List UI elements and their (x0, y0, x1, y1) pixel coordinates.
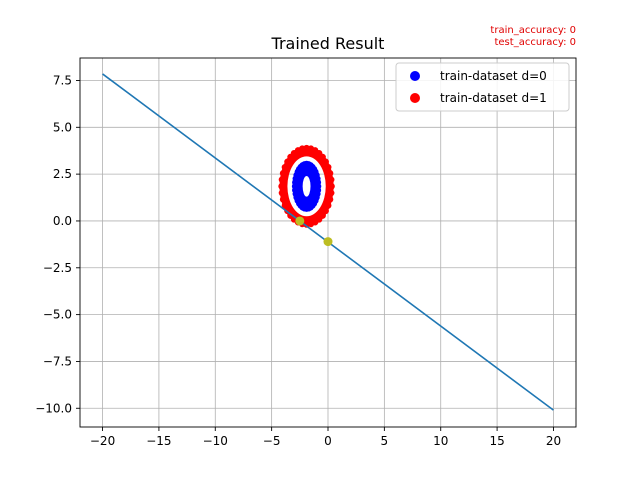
scatter-point-series-1-4 (322, 207, 329, 215)
scatter-point-series-1-2 (326, 196, 334, 203)
chart-title: Trained Result (271, 34, 385, 53)
plot-area (102, 73, 554, 411)
scatter-point-series-1-17 (278, 189, 286, 197)
scatter-point-series-1-22 (284, 158, 291, 165)
x-tick-label-0: −20 (90, 434, 115, 448)
x-tick-label-6: 10 (433, 434, 448, 448)
scatter-point-series-1-32 (322, 158, 329, 165)
scatter-point-series-1-1 (328, 189, 335, 197)
x-tick-label-3: −5 (263, 434, 281, 448)
scatter-point-series-1-15 (281, 202, 289, 209)
x-tick-label-4: 0 (324, 434, 332, 448)
scatter-point-series-1-19 (278, 176, 286, 183)
x-tick-label-7: 15 (489, 434, 504, 448)
y-tick-label-1: −7.5 (43, 354, 72, 368)
tick-labels: −20 −15 −10 −5 0 5 10 15 20 −10.0 −7.5 −5.0 −2.5 0.0 2… (35, 73, 561, 448)
scatter-point-series-1-33 (325, 163, 332, 171)
y-tick-label-7: 7.5 (53, 73, 72, 87)
axes (76, 57, 577, 431)
scatter-point-series-0-35 (314, 179, 322, 186)
scatter-point-series-1-16 (279, 196, 287, 203)
scatter-point-series-1-35 (328, 176, 335, 183)
intercept-point-1 (323, 237, 333, 247)
train-accuracy-annotation: train_accuracy: 0 (490, 25, 576, 36)
legend: train-dataset d=0 train-dataset d=1 (395, 62, 570, 112)
x-tick-label-2: −10 (203, 434, 228, 448)
scatter-point-series-1-20 (279, 170, 287, 177)
legend-label-d0: train-dataset d=0 (440, 69, 547, 83)
legend-marker-d0 (410, 71, 420, 81)
test-accuracy-annotation: test_accuracy: 0 (494, 37, 576, 48)
scatter-point-series-1-31 (319, 153, 326, 161)
legend-box (395, 62, 570, 112)
x-tick-label-8: 20 (546, 434, 561, 448)
scatter-point-series-1-34 (326, 170, 334, 177)
x-tick-label-1: −15 (146, 434, 171, 448)
y-tick-label-0: −10.0 (35, 401, 72, 415)
scatter-point-series-1-18 (278, 183, 285, 190)
y-tick-label-6: 5.0 (53, 120, 72, 134)
x-tick-label-5: 5 (381, 434, 389, 448)
scatter-point-series-1-13 (287, 212, 294, 219)
scatter-point-series-1-0 (328, 183, 335, 190)
y-tick-label-3: −2.5 (43, 261, 72, 275)
y-tick-label-4: 0.0 (53, 214, 72, 228)
y-tick-label-2: −5.0 (43, 308, 72, 322)
legend-label-d1: train-dataset d=1 (440, 91, 547, 105)
y-tick-label-5: 2.5 (53, 167, 72, 181)
scatter-point-series-1-3 (325, 202, 332, 209)
intercept-point-0 (295, 216, 305, 226)
scatter-point-series-1-21 (281, 163, 289, 171)
legend-marker-d1 (410, 93, 420, 103)
